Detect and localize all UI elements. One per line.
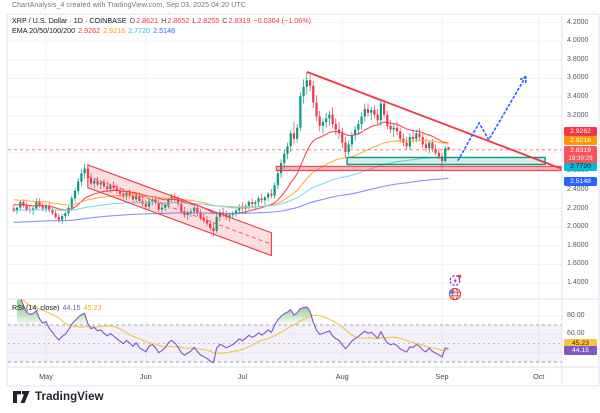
triangle-trendline[interactable]	[306, 71, 562, 170]
tradingview-watermark[interactable]: TradingView	[13, 390, 104, 404]
ohlc-key: L	[192, 16, 197, 25]
support-box[interactable]	[346, 156, 546, 166]
ema-value: 2.5148	[153, 26, 176, 35]
ema-values: 2.9262 2.9216 2.7720 2.5148	[75, 26, 175, 35]
symbol-legend[interactable]: XRP / U.S. Dollar · 1D · COINBASE O2.8621…	[12, 16, 311, 25]
ema-value: 2.9216	[103, 26, 126, 35]
change-value: −0.0304 (−1.06%)	[253, 16, 311, 25]
ohlc-val: 2.8652	[167, 16, 190, 25]
ema-value: 2.9262	[78, 26, 101, 35]
rsi-value: 44.15	[62, 303, 81, 312]
gridlines	[8, 14, 562, 367]
support-band[interactable]	[275, 165, 562, 171]
ohlc-key: H	[161, 16, 167, 25]
rsi-ma-value: 45.23	[83, 303, 102, 312]
watermark-text: TradingView	[35, 391, 104, 403]
rsi-pane	[8, 299, 562, 364]
ohlc-val: 2.8319	[228, 16, 251, 25]
ema-lines	[13, 121, 449, 223]
chart-title: ChartAnalysis_4 created with TradingView…	[12, 2, 246, 9]
projection-arrow[interactable]	[457, 75, 527, 162]
ohlc-key: O	[129, 16, 136, 25]
ema-legend[interactable]: EMA 20/50/100/200 2.9262 2.9216 2.7720 2.514…	[12, 26, 175, 35]
ohlc-val: 2.8621	[136, 16, 159, 25]
ohlc-values: O2.8621 H2.8652 L2.8255 C2.8319 −0.0304 (−1.…	[127, 16, 311, 25]
ema-value: 2.7720	[128, 26, 151, 35]
channel-midline	[87, 175, 272, 245]
rsi-legend[interactable]: RSI (14, close) 44.15 45.23	[12, 303, 102, 312]
ohlc-val: 2.8255	[197, 16, 220, 25]
symbol-title: XRP / U.S. Dollar · 1D · COINBASE	[12, 16, 127, 25]
chart-drawings[interactable]	[8, 71, 562, 257]
tradingview-logo-icon	[13, 391, 30, 403]
ohlc-key: C	[222, 16, 228, 25]
descending-channel[interactable]	[87, 164, 272, 257]
ema-label: EMA 20/50/100/200	[12, 26, 76, 35]
candlestick-series	[12, 72, 450, 237]
rsi-label: RSI (14, close)	[12, 303, 60, 312]
